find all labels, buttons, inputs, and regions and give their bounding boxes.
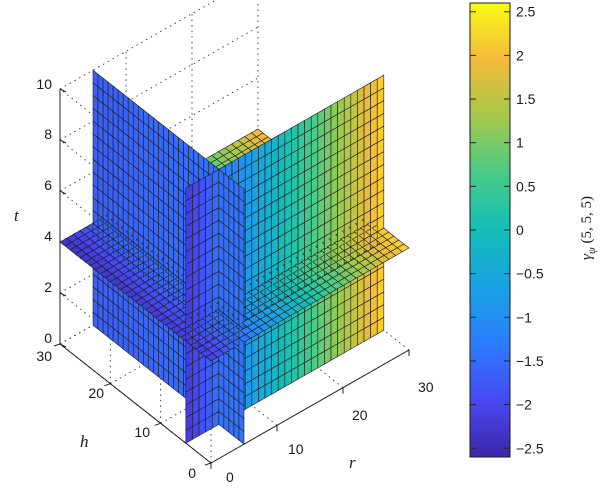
z-axis-label: t: [14, 206, 20, 225]
colorbar-tick-label: −2: [516, 397, 532, 413]
grid-line: [59, 292, 212, 413]
colorbar-tick-label: 0.5: [516, 178, 536, 194]
z-tick-mark: [59, 139, 67, 144]
x-tick-30: 30: [418, 379, 434, 395]
colorbar-tick-label: 1.5: [516, 91, 536, 107]
colorbar-gradient: [469, 2, 511, 458]
colorbar-tick-label: −1.5: [516, 353, 544, 369]
y-tick-mark: [154, 422, 161, 426]
y-tick-10: 10: [134, 424, 150, 440]
z-tick-8: 8: [44, 126, 52, 142]
z-tick-10: 10: [36, 76, 52, 92]
slice-surfaces: [59, 69, 410, 445]
z-tick-0: 0: [44, 330, 52, 346]
slice-t-cell: [396, 243, 410, 253]
z-tick-2: 2: [44, 279, 52, 295]
y-tick-labels: 0 10 20 30: [36, 348, 196, 481]
y-tick-20: 20: [88, 385, 104, 401]
z-tick-6: 6: [44, 177, 52, 193]
colorbar-tick-label: −0.5: [516, 266, 544, 282]
colorbar-tick-label: 0: [516, 222, 524, 238]
z-tick-mark: [59, 190, 67, 195]
x-tick-labels: 0 10 20 30: [226, 379, 434, 485]
x-axis-label: r: [349, 453, 356, 472]
y-axis-label: h: [80, 432, 89, 451]
slice-h-cell: [376, 316, 385, 335]
y-tick-mark: [204, 462, 212, 466]
z-tick-labels: 0 2 4 6 8 10: [36, 76, 52, 346]
slice-r-cell: [238, 426, 245, 445]
grid-line: [59, 0, 217, 90]
y-tick-30: 30: [36, 348, 52, 364]
grid-line: [59, 190, 212, 311]
colorbar-label: γψ (5, 5, 5): [579, 196, 598, 260]
colorbar-ticks: 2.5 2 1.5 1 0.5 0 −0.5 −1 −1.5 −2 −2.5: [470, 4, 544, 456]
x-tick-10: 10: [288, 441, 304, 457]
colorbar-tick-label: −1: [516, 309, 532, 325]
z-tick-mark: [59, 292, 67, 297]
grid-line: [59, 88, 212, 209]
y-tick-0: 0: [188, 465, 196, 481]
colorbar-tick-label: 2.5: [516, 4, 536, 20]
colorbar-tick-label: −2.5: [516, 440, 544, 456]
x-tick-0: 0: [226, 469, 234, 485]
colorbar-tick-label: 2: [516, 47, 524, 63]
colorbar-tick-label: 1: [516, 135, 524, 151]
z-tick-mark: [59, 343, 67, 348]
z-tick-mark: [59, 88, 67, 93]
z-tick-4: 4: [44, 228, 52, 244]
y-tick-mark: [104, 383, 111, 387]
colorbar: 2.5 2 1.5 1 0.5 0 −0.5 −1 −1.5 −2 −2.5 γψ (5, 5, 5…: [469, 2, 598, 458]
grid-line: [59, 139, 212, 260]
y-tick-mark: [53, 343, 61, 347]
x-tick-20: 20: [352, 407, 368, 423]
